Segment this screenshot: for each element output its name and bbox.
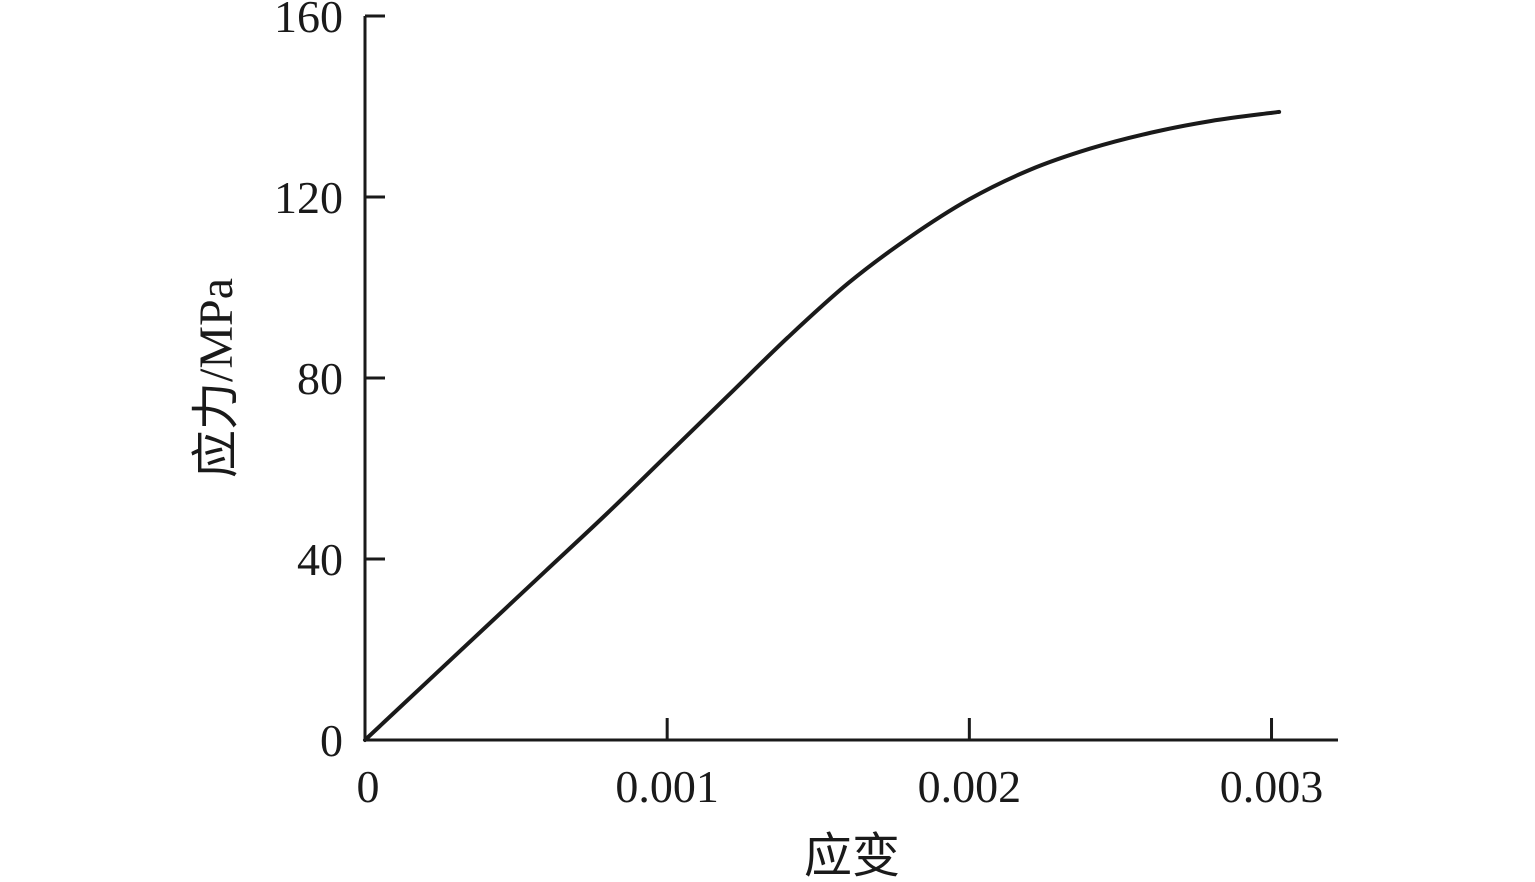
y-tick-label: 160 [274,0,343,42]
y-tick-label: 40 [297,534,343,585]
y-tick-label: 80 [297,353,343,404]
x-tick-label: 0 [357,761,380,812]
x-tick-label: 0.003 [1220,761,1324,812]
y-tick-label: 120 [274,172,343,223]
x-axis-label: 应变 [804,830,900,882]
x-tick-label: 0.002 [918,761,1022,812]
y-axis-label: 应力/MPa [190,278,243,478]
stress-strain-curve [363,109,1282,742]
plot-area [363,109,1282,742]
chart-ticks: 0 0.001 0.002 0.003 0 40 80 120 160 [274,0,1323,812]
y-tick-label: 0 [320,715,343,766]
x-tick-label: 0.001 [615,761,719,812]
